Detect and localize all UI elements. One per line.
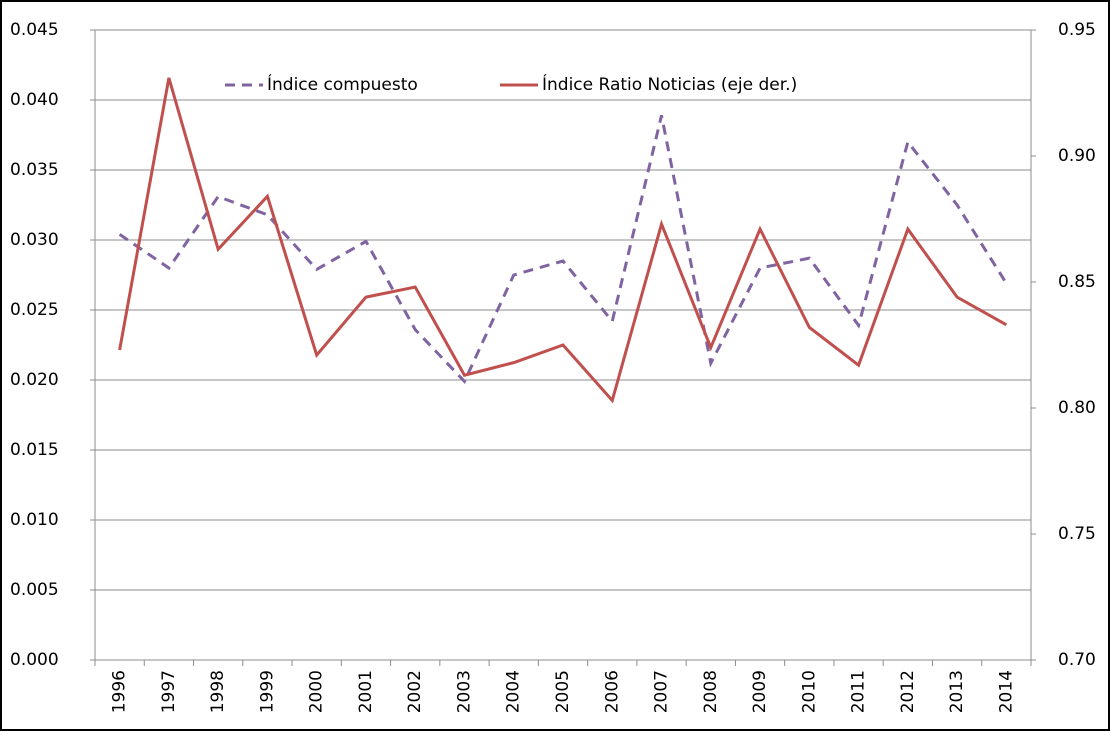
y-tick-label: 0.040	[10, 90, 59, 110]
x-tick-label: 2001	[356, 670, 376, 713]
x-tick-label: 2003	[454, 670, 474, 713]
y2-tick-label: 0.95	[1058, 20, 1096, 40]
y-tick-label: 0.005	[10, 580, 59, 600]
y-tick-label: 0.045	[10, 20, 59, 40]
x-tick-label: 2011	[849, 670, 869, 713]
x-tick-label: 2013	[947, 670, 967, 713]
x-tick-label: 2009	[750, 670, 770, 713]
legend-label: Índice compuesto	[267, 73, 418, 95]
y-tick-label: 0.010	[10, 510, 59, 530]
x-tick-label: 2007	[652, 670, 672, 713]
y2-tick-label: 0.90	[1058, 146, 1096, 166]
y-tick-label: 0.035	[10, 160, 59, 180]
y-tick-label: 0.020	[10, 370, 59, 390]
y2-tick-label: 0.75	[1058, 524, 1096, 544]
x-tick-label: 1997	[159, 670, 179, 713]
y2-tick-label: 0.70	[1058, 650, 1096, 670]
x-tick-label: 1998	[208, 670, 228, 713]
y-tick-label: 0.000	[10, 650, 59, 670]
series-line	[118, 77, 1008, 404]
y-tick-label: 0.015	[10, 440, 59, 460]
x-tick-label: 2010	[799, 670, 819, 713]
x-tick-label: 2008	[701, 670, 721, 713]
x-tick-label: 2004	[504, 670, 524, 713]
series-line	[118, 115, 1008, 385]
y2-tick-label: 0.85	[1058, 272, 1096, 292]
y2-tick-label: 0.80	[1058, 398, 1096, 418]
x-tick-label: 2012	[898, 670, 918, 713]
x-tick-label: 2014	[996, 670, 1016, 713]
x-tick-label: 2002	[405, 670, 425, 713]
x-tick-label: 1999	[257, 670, 277, 713]
legend-label: Índice Ratio Noticias (eje der.)	[542, 73, 797, 95]
y-tick-label: 0.030	[10, 230, 59, 250]
x-tick-label: 2005	[553, 670, 573, 713]
x-tick-label: 1996	[110, 670, 130, 713]
x-tick-label: 2000	[307, 670, 327, 713]
y-tick-label: 0.025	[10, 300, 59, 320]
x-tick-label: 2006	[602, 670, 622, 713]
